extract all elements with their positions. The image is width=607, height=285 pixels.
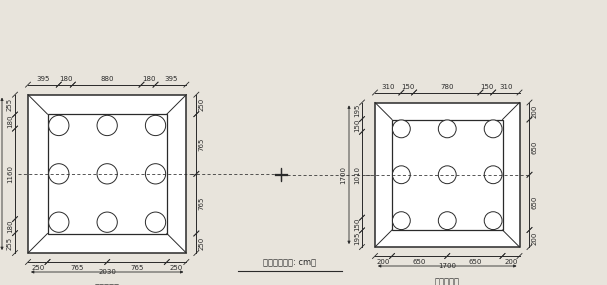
Bar [375, 103, 520, 247]
Text: 2030: 2030 [98, 268, 116, 274]
Circle shape [392, 212, 410, 230]
Text: 650: 650 [468, 258, 481, 264]
Text: 1010: 1010 [354, 166, 360, 184]
Circle shape [146, 115, 166, 136]
Text: 150: 150 [354, 119, 360, 132]
Text: 650: 650 [532, 196, 538, 209]
Text: 765: 765 [131, 264, 144, 270]
Circle shape [484, 212, 502, 230]
Text: 1160: 1160 [7, 165, 13, 183]
Circle shape [97, 115, 117, 136]
Text: 200: 200 [377, 258, 390, 264]
Circle shape [49, 212, 69, 232]
Text: 1700: 1700 [438, 262, 456, 268]
Text: 395: 395 [164, 76, 178, 82]
Text: 310: 310 [500, 84, 513, 90]
Text: 200: 200 [504, 258, 518, 264]
Circle shape [484, 120, 502, 138]
Text: 180: 180 [59, 76, 73, 82]
Text: 250: 250 [31, 264, 44, 270]
Circle shape [392, 166, 410, 184]
Circle shape [392, 120, 410, 138]
Bar [392, 119, 503, 230]
Text: 250: 250 [170, 264, 183, 270]
Text: 780: 780 [441, 84, 454, 90]
Circle shape [146, 164, 166, 184]
Text: 150: 150 [401, 84, 415, 90]
Text: 180: 180 [7, 115, 13, 128]
Text: 765: 765 [70, 264, 84, 270]
Text: 200: 200 [532, 232, 538, 245]
Text: 250: 250 [198, 98, 205, 111]
Circle shape [146, 212, 166, 232]
Text: 平面图（单位: cm）: 平面图（单位: cm） [263, 258, 317, 267]
Text: 150: 150 [480, 84, 493, 90]
Bar [47, 114, 167, 233]
Text: 395: 395 [36, 76, 50, 82]
Circle shape [438, 120, 456, 138]
Text: 765: 765 [198, 137, 205, 151]
Text: 195: 195 [354, 104, 360, 117]
Circle shape [49, 115, 69, 136]
Circle shape [484, 166, 502, 184]
Text: 200: 200 [532, 104, 538, 118]
Bar [28, 95, 186, 253]
Text: 765: 765 [198, 197, 205, 210]
Text: 150: 150 [354, 217, 360, 231]
Text: 310: 310 [381, 84, 395, 90]
Circle shape [97, 212, 117, 232]
Text: 195: 195 [354, 232, 360, 245]
Text: 880: 880 [100, 76, 114, 82]
Text: 180: 180 [7, 219, 13, 233]
Circle shape [97, 164, 117, 184]
Circle shape [438, 212, 456, 230]
Text: 1700: 1700 [341, 166, 347, 184]
Circle shape [49, 164, 69, 184]
Text: 650: 650 [532, 141, 538, 154]
Text: （北索塔）: （北索塔） [95, 283, 120, 285]
Text: 250: 250 [198, 237, 205, 250]
Text: 180: 180 [142, 76, 155, 82]
Text: 650: 650 [413, 258, 426, 264]
Text: 255: 255 [7, 237, 13, 250]
Text: 255: 255 [7, 98, 13, 111]
Text: （南索塔）: （南索塔） [435, 277, 459, 285]
Circle shape [438, 166, 456, 184]
